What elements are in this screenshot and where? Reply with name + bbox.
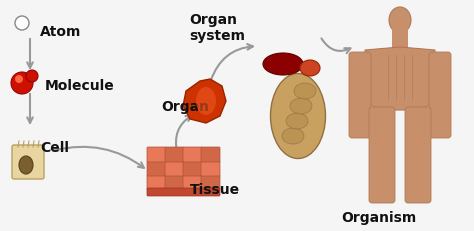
FancyBboxPatch shape [12, 145, 44, 179]
Circle shape [26, 71, 38, 83]
Ellipse shape [294, 84, 316, 100]
FancyBboxPatch shape [183, 175, 202, 190]
Circle shape [15, 76, 23, 84]
Polygon shape [183, 80, 226, 123]
Text: Atom: Atom [40, 25, 82, 39]
Ellipse shape [196, 88, 216, 116]
Text: Cell: Cell [40, 141, 69, 155]
Text: Organ: Organ [161, 99, 209, 113]
FancyBboxPatch shape [147, 175, 166, 190]
FancyBboxPatch shape [183, 161, 202, 176]
FancyBboxPatch shape [183, 147, 202, 162]
FancyBboxPatch shape [201, 147, 220, 162]
Circle shape [11, 73, 33, 94]
Text: Molecule: Molecule [45, 79, 115, 92]
Text: Tissue: Tissue [190, 182, 240, 196]
FancyBboxPatch shape [147, 147, 166, 162]
Ellipse shape [389, 8, 411, 34]
Ellipse shape [290, 99, 312, 115]
FancyBboxPatch shape [165, 175, 184, 190]
FancyBboxPatch shape [147, 188, 220, 196]
Ellipse shape [263, 54, 303, 76]
FancyBboxPatch shape [405, 108, 431, 203]
Text: Organism: Organism [342, 210, 417, 224]
Text: Organ
system: Organ system [190, 13, 246, 43]
FancyBboxPatch shape [201, 175, 220, 190]
FancyBboxPatch shape [147, 161, 166, 176]
Circle shape [15, 17, 29, 31]
FancyBboxPatch shape [165, 161, 184, 176]
FancyBboxPatch shape [429, 53, 451, 138]
FancyBboxPatch shape [392, 19, 408, 49]
FancyBboxPatch shape [201, 161, 220, 176]
Polygon shape [365, 48, 435, 110]
Ellipse shape [286, 113, 308, 129]
FancyBboxPatch shape [165, 147, 184, 162]
Ellipse shape [271, 74, 326, 159]
FancyBboxPatch shape [369, 108, 395, 203]
FancyBboxPatch shape [349, 53, 371, 138]
Ellipse shape [282, 128, 304, 144]
Ellipse shape [19, 156, 33, 174]
Ellipse shape [300, 61, 320, 77]
